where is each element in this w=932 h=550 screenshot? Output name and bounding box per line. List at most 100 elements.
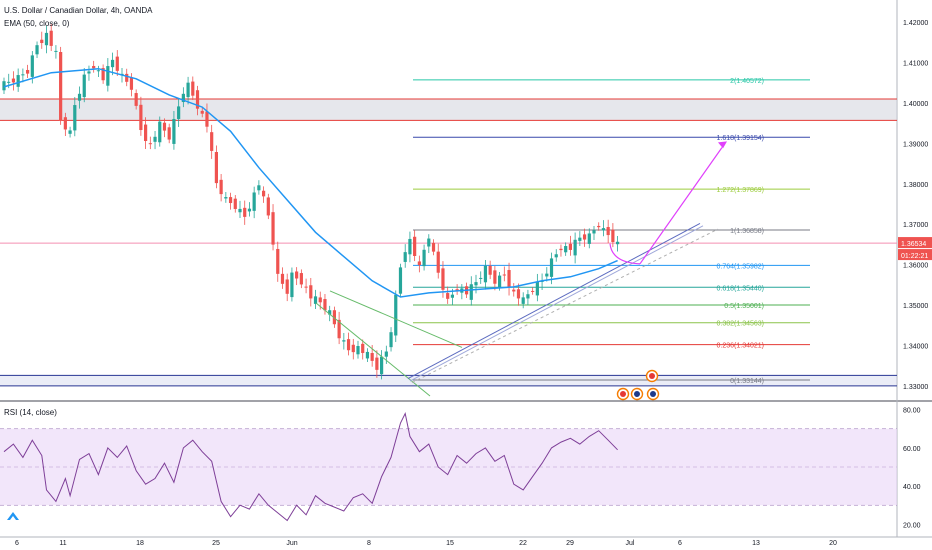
time-tick-label: 11: [59, 540, 66, 547]
candle-body: [446, 293, 450, 299]
candle-body: [134, 93, 138, 106]
candle-body: [507, 270, 511, 288]
candle-body: [323, 299, 327, 311]
candle-body: [535, 281, 539, 296]
candle-body: [408, 238, 412, 255]
candle-body: [502, 274, 506, 276]
candle-body: [328, 310, 332, 315]
rsi-tick-label: 60.00: [903, 446, 921, 453]
rsi-band: [0, 428, 897, 506]
candle-body: [455, 289, 459, 291]
projection-curve: [609, 243, 641, 265]
arrow-head-icon: [718, 141, 727, 149]
candle-body: [158, 121, 162, 143]
resistance-zone: [0, 98, 897, 121]
candle-body: [380, 356, 384, 375]
candle-body: [403, 252, 407, 262]
candle-body: [313, 296, 318, 304]
candlesticks: [2, 24, 620, 380]
fib-label: 0.236(1.34021): [717, 343, 764, 350]
candle-body: [77, 93, 82, 101]
rsi-tick-label: 20.00: [903, 522, 921, 529]
candle-body: [441, 268, 445, 290]
time-tick-label: 25: [212, 540, 220, 547]
time-tick-label: 18: [136, 540, 144, 547]
candle-body: [115, 56, 119, 71]
candle-body: [431, 242, 436, 252]
candle-body: [35, 45, 39, 55]
time-tick-label: 29: [566, 540, 574, 547]
candle-body: [144, 124, 148, 142]
ema-legend: EMA (50, close, 0): [4, 19, 70, 28]
candle-body: [7, 81, 11, 83]
fib-label: 0.618(1.35440): [717, 285, 764, 292]
candle-body: [578, 237, 582, 241]
candle-body: [512, 289, 516, 292]
trend-drawings[interactable]: [315, 141, 727, 397]
candle-body: [573, 239, 577, 256]
time-tick-label: Jun: [286, 540, 297, 547]
candle-body: [413, 236, 417, 256]
candle-body: [398, 267, 403, 294]
candle-body: [545, 273, 549, 277]
candle-body: [49, 30, 53, 46]
candle-body: [531, 290, 535, 292]
candle-body: [238, 208, 242, 213]
support-zone: [0, 375, 897, 386]
price-tick-label: 1.41000: [903, 61, 928, 68]
fib-label: 1.272(1.37869): [717, 187, 764, 194]
symbol-title: U.S. Dollar / Canadian Dollar, 4h, OANDA: [4, 6, 153, 15]
economic-events[interactable]: [616, 369, 660, 401]
candle-body: [96, 70, 100, 72]
falling-channel-upper: [329, 290, 463, 348]
candle-body: [351, 344, 355, 353]
price-tick-label: 1.34000: [903, 343, 928, 350]
candle-body: [601, 228, 606, 231]
fib-label: 0(1.33144): [730, 378, 764, 385]
candle-body: [54, 50, 58, 52]
fib-label: 0.764(1.35982): [717, 263, 764, 270]
candle-body: [40, 39, 44, 44]
rsi-legend: RSI (14, close): [4, 408, 57, 417]
fib-label: 0.5(1.35001): [724, 303, 764, 310]
candle-body: [210, 132, 214, 151]
candle-body: [356, 346, 360, 355]
time-tick-label: 13: [752, 540, 760, 547]
candle-body: [346, 339, 351, 351]
event-flag-center: [620, 391, 626, 397]
rsi-line: [3, 411, 618, 522]
time-axis[interactable]: 6 11 18 25 Jun 8 15 22 29 Jul 6 13 20: [15, 540, 837, 547]
candle-body: [63, 117, 67, 130]
candle-body: [195, 90, 200, 109]
candle-body: [295, 271, 299, 279]
fib-label: 2(1.40572): [730, 78, 764, 85]
candle-body: [469, 284, 473, 300]
candle-body: [200, 110, 204, 114]
candle-body: [247, 208, 252, 212]
event-flag-center: [634, 391, 640, 397]
candle-body: [375, 357, 379, 370]
candle-body: [493, 270, 497, 284]
candle-body: [332, 310, 336, 325]
candle-body: [87, 71, 91, 74]
rsi-tick-label: 40.00: [903, 484, 921, 491]
time-tick-label: 8: [367, 540, 371, 547]
fib-label: 0.382(1.34563): [717, 321, 764, 328]
price-tick-label: 1.40000: [903, 101, 928, 108]
candle-body: [592, 230, 596, 234]
price-axis[interactable]: 1.42000 1.41000 1.40000 1.39000 1.38000 1.370…: [903, 20, 928, 529]
candle-body: [92, 65, 96, 69]
tradingview-logo-icon[interactable]: [6, 510, 20, 522]
candle-body: [129, 77, 134, 90]
candle-body: [191, 81, 195, 96]
price-tick-label: 1.39000: [903, 141, 928, 148]
candle-body: [266, 197, 270, 216]
rising-trendline-b: [409, 225, 704, 382]
candle-body: [276, 248, 280, 274]
candle-body: [106, 66, 110, 86]
candle-body: [219, 179, 223, 195]
candle-body: [582, 234, 587, 240]
candle-body: [167, 127, 171, 140]
candle-body: [59, 52, 63, 121]
